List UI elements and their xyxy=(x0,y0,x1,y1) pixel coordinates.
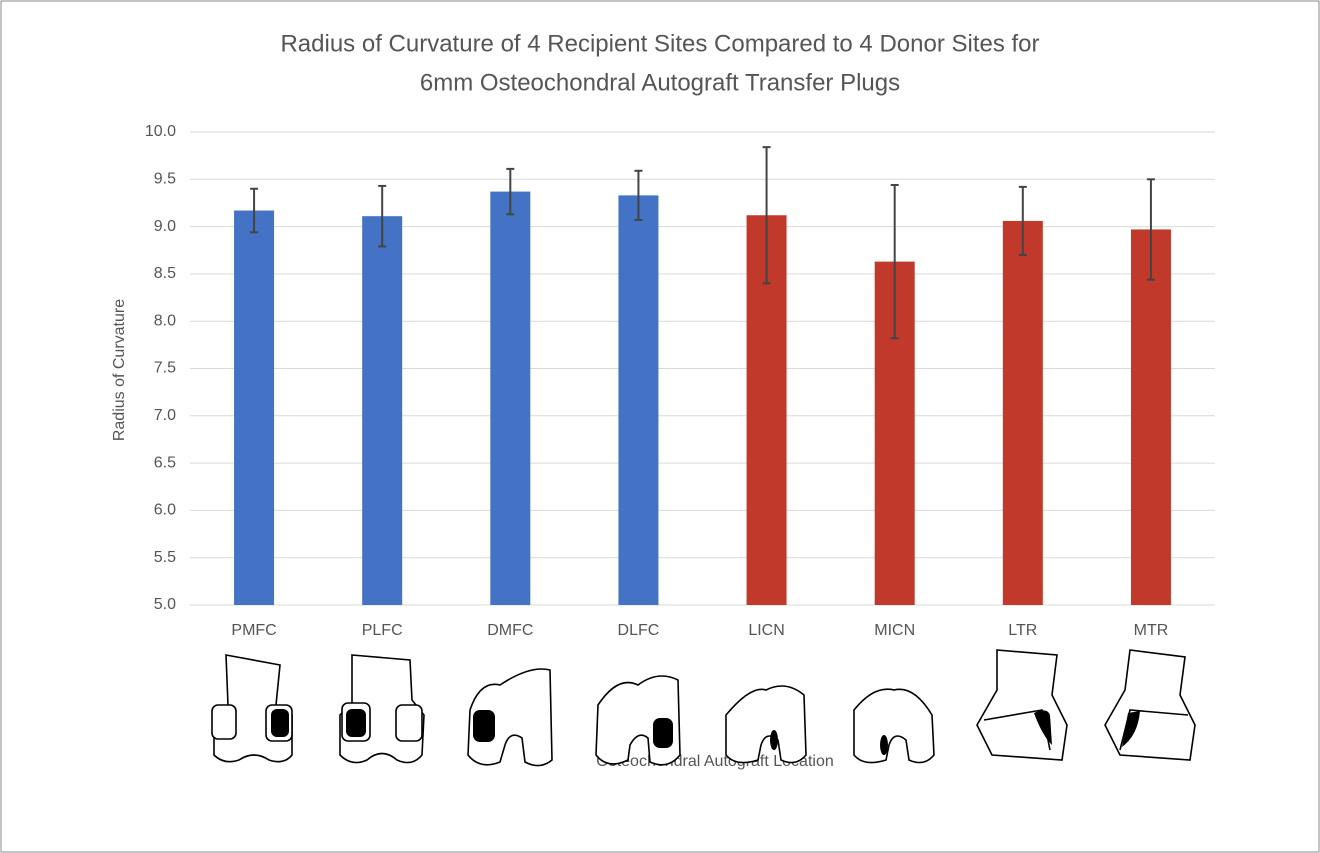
x-tick-label: LTR xyxy=(1008,622,1037,639)
y-tick-label: 7.5 xyxy=(154,360,176,377)
y-tick-label: 9.0 xyxy=(154,218,176,235)
bar xyxy=(1003,221,1043,605)
chart: Radius of Curvature of 4 Recipient Sites… xyxy=(0,0,1320,853)
x-tick-label: MTR xyxy=(1134,622,1169,639)
y-tick-label: 7.0 xyxy=(154,407,176,424)
y-tick-label: 6.0 xyxy=(154,502,176,519)
x-tick-label: DMFC xyxy=(487,622,533,639)
y-tick-label: 5.5 xyxy=(154,549,176,566)
bar xyxy=(362,216,402,605)
bar xyxy=(490,192,530,605)
x-tick-label: PMFC xyxy=(231,622,276,639)
x-tick-label: MICN xyxy=(874,622,915,639)
x-tick-label: DLFC xyxy=(618,622,660,639)
chart-title-line: Radius of Curvature of 4 Recipient Sites… xyxy=(280,30,1039,57)
x-tick-label: PLFC xyxy=(362,622,403,639)
y-tick-label: 6.5 xyxy=(154,454,176,471)
y-tick-label: 10.0 xyxy=(145,123,176,140)
bar xyxy=(618,195,658,605)
y-axis-label: Radius of Curvature xyxy=(111,299,128,441)
bar xyxy=(1131,229,1171,605)
y-tick-label: 8.0 xyxy=(154,312,176,329)
x-tick-label: LICN xyxy=(748,622,784,639)
y-tick-label: 5.0 xyxy=(154,596,176,613)
chart-title-line: 6mm Osteochondral Autograft Transfer Plu… xyxy=(420,69,900,96)
bar xyxy=(234,211,274,605)
y-tick-label: 8.5 xyxy=(154,265,176,282)
y-tick-label: 9.5 xyxy=(154,171,176,188)
